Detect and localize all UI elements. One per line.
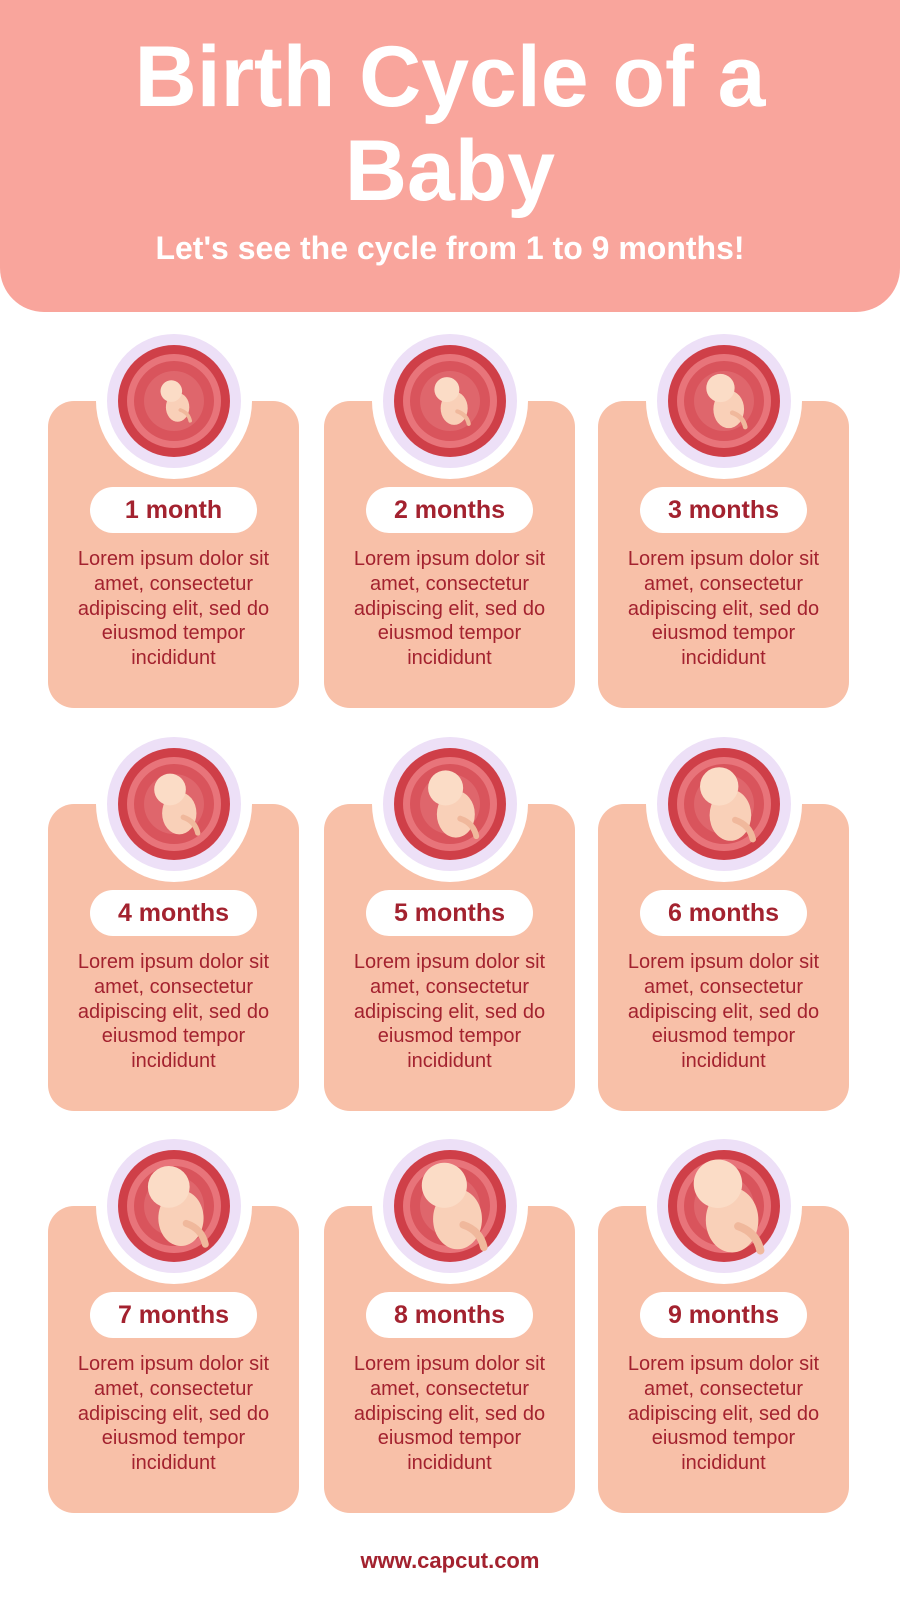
month-label: 8 months — [366, 1292, 533, 1338]
fetus-illustration — [656, 737, 791, 871]
footer-url: www.capcut.com — [360, 1548, 540, 1573]
month-description: Lorem ipsum dolor sit amet, consectetur … — [77, 951, 270, 1073]
month-label: 9 months — [640, 1292, 807, 1338]
month-description: Lorem ipsum dolor sit amet, consectetur … — [353, 548, 546, 670]
month-card: 2 months Lorem ipsum dolor sit amet, cons… — [324, 323, 575, 708]
month-description: Lorem ipsum dolor sit amet, consectetur … — [77, 1353, 270, 1475]
title: Birth Cycle of a Baby — [134, 29, 766, 219]
month-description: Lorem ipsum dolor sit amet, consectetur … — [353, 1353, 546, 1475]
month-card: 8 months Lorem ipsum dolor sit amet, cons… — [324, 1128, 575, 1513]
month-card: 5 months Lorem ipsum dolor sit amet, cons… — [324, 726, 575, 1111]
month-card: 7 months Lorem ipsum dolor sit amet, cons… — [48, 1128, 299, 1513]
month-label: 1 month — [90, 487, 257, 533]
header: Birth Cycle of a Baby Let's see the cycl… — [0, 0, 900, 312]
month-card: 9 months Lorem ipsum dolor sit amet, cons… — [598, 1128, 849, 1513]
illustration-ring — [95, 726, 252, 882]
month-card: 4 months Lorem ipsum dolor sit amet, cons… — [48, 726, 299, 1111]
fetus-illustration — [656, 1139, 791, 1273]
month-card: 3 months Lorem ipsum dolor sit amet, cons… — [598, 323, 849, 708]
month-description: Lorem ipsum dolor sit amet, consectetur … — [627, 951, 820, 1073]
month-label: 4 months — [90, 890, 257, 936]
fetus-illustration — [106, 1139, 241, 1273]
illustration-ring — [645, 1128, 802, 1284]
month-description: Lorem ipsum dolor sit amet, consectetur … — [77, 548, 270, 670]
month-label: 2 months — [366, 487, 533, 533]
month-card: 1 month Lorem ipsum dolor sit amet, conse… — [48, 323, 299, 708]
fetus-illustration — [382, 1139, 517, 1273]
month-label: 7 months — [90, 1292, 257, 1338]
illustration-ring — [645, 323, 802, 479]
month-label: 3 months — [640, 487, 807, 533]
illustration-ring — [371, 323, 528, 479]
month-description: Lorem ipsum dolor sit amet, consectetur … — [627, 548, 820, 670]
month-card: 6 months Lorem ipsum dolor sit amet, cons… — [598, 726, 849, 1111]
illustration-ring — [371, 1128, 528, 1284]
fetus-illustration — [106, 737, 241, 871]
fetus-illustration — [656, 334, 791, 468]
illustration-ring — [645, 726, 802, 882]
fetus-illustration — [382, 737, 517, 871]
month-label: 6 months — [640, 890, 807, 936]
fetus-illustration — [382, 334, 517, 468]
illustration-ring — [95, 1128, 252, 1284]
fetus-illustration — [106, 334, 241, 468]
illustration-ring — [95, 323, 252, 479]
illustration-ring — [371, 726, 528, 882]
month-label: 5 months — [366, 890, 533, 936]
subtitle: Let's see the cycle from 1 to 9 months! — [155, 230, 745, 266]
month-description: Lorem ipsum dolor sit amet, consectetur … — [627, 1353, 820, 1475]
month-description: Lorem ipsum dolor sit amet, consectetur … — [353, 951, 546, 1073]
